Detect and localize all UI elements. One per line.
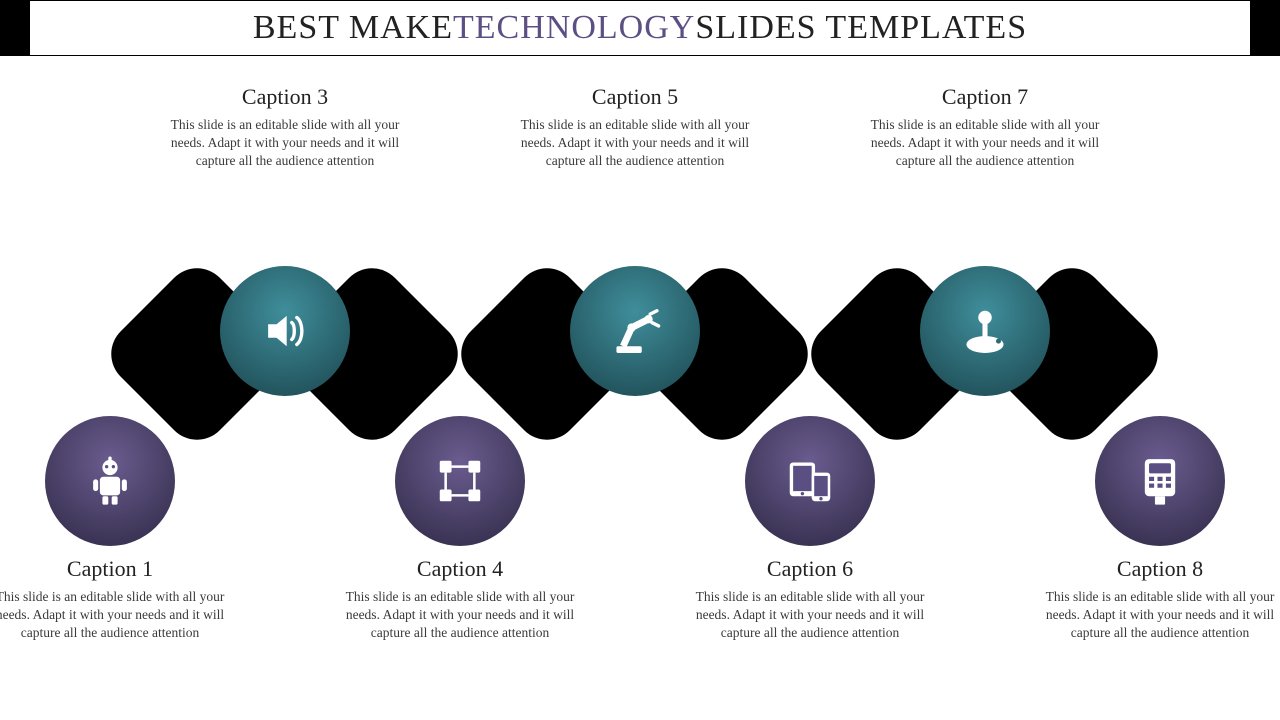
caption-title: Caption 8 <box>1045 556 1275 582</box>
caption-body: This slide is an editable slide with all… <box>870 116 1100 171</box>
zigzag-diagram: Caption 3 This slide is an editable slid… <box>0 56 1280 720</box>
caption-body: This slide is an editable slide with all… <box>0 588 225 643</box>
title-endcap-right <box>1250 1 1280 55</box>
caption-title: Caption 7 <box>870 84 1100 110</box>
robotic-arm-icon <box>608 304 662 358</box>
joystick-icon <box>958 304 1012 358</box>
caption-1: Caption 1 This slide is an editable slid… <box>0 556 225 643</box>
robot-icon <box>83 454 137 508</box>
caption-body: This slide is an editable slide with all… <box>345 588 575 643</box>
caption-body: This slide is an editable slide with all… <box>1045 588 1275 643</box>
title-pre: BEST MAKE <box>253 9 453 47</box>
node-1 <box>45 416 175 546</box>
network-icon <box>433 454 487 508</box>
speaker-icon <box>258 304 312 358</box>
caption-8: Caption 8 This slide is an editable slid… <box>1045 556 1275 643</box>
caption-title: Caption 1 <box>0 556 225 582</box>
page-title: BEST MAKE TECHNOLOGY SLIDES TEMPLATES <box>30 1 1250 55</box>
caption-title: Caption 5 <box>520 84 750 110</box>
node-7 <box>920 266 1050 396</box>
node-3 <box>220 266 350 396</box>
caption-title: Caption 6 <box>695 556 925 582</box>
node-5 <box>570 266 700 396</box>
caption-title: Caption 4 <box>345 556 575 582</box>
node-4 <box>395 416 525 546</box>
title-accent: TECHNOLOGY <box>453 9 695 47</box>
devices-icon <box>783 454 837 508</box>
caption-5: Caption 5 This slide is an editable slid… <box>520 84 750 171</box>
caption-4: Caption 4 This slide is an editable slid… <box>345 556 575 643</box>
pos-terminal-icon <box>1133 454 1187 508</box>
title-post: SLIDES TEMPLATES <box>695 9 1027 47</box>
caption-body: This slide is an editable slide with all… <box>170 116 400 171</box>
node-8 <box>1095 416 1225 546</box>
caption-3: Caption 3 This slide is an editable slid… <box>170 84 400 171</box>
node-6 <box>745 416 875 546</box>
caption-body: This slide is an editable slide with all… <box>520 116 750 171</box>
title-bar: BEST MAKE TECHNOLOGY SLIDES TEMPLATES <box>0 0 1280 56</box>
caption-body: This slide is an editable slide with all… <box>695 588 925 643</box>
caption-6: Caption 6 This slide is an editable slid… <box>695 556 925 643</box>
caption-title: Caption 3 <box>170 84 400 110</box>
title-endcap-left <box>0 1 30 55</box>
caption-7: Caption 7 This slide is an editable slid… <box>870 84 1100 171</box>
